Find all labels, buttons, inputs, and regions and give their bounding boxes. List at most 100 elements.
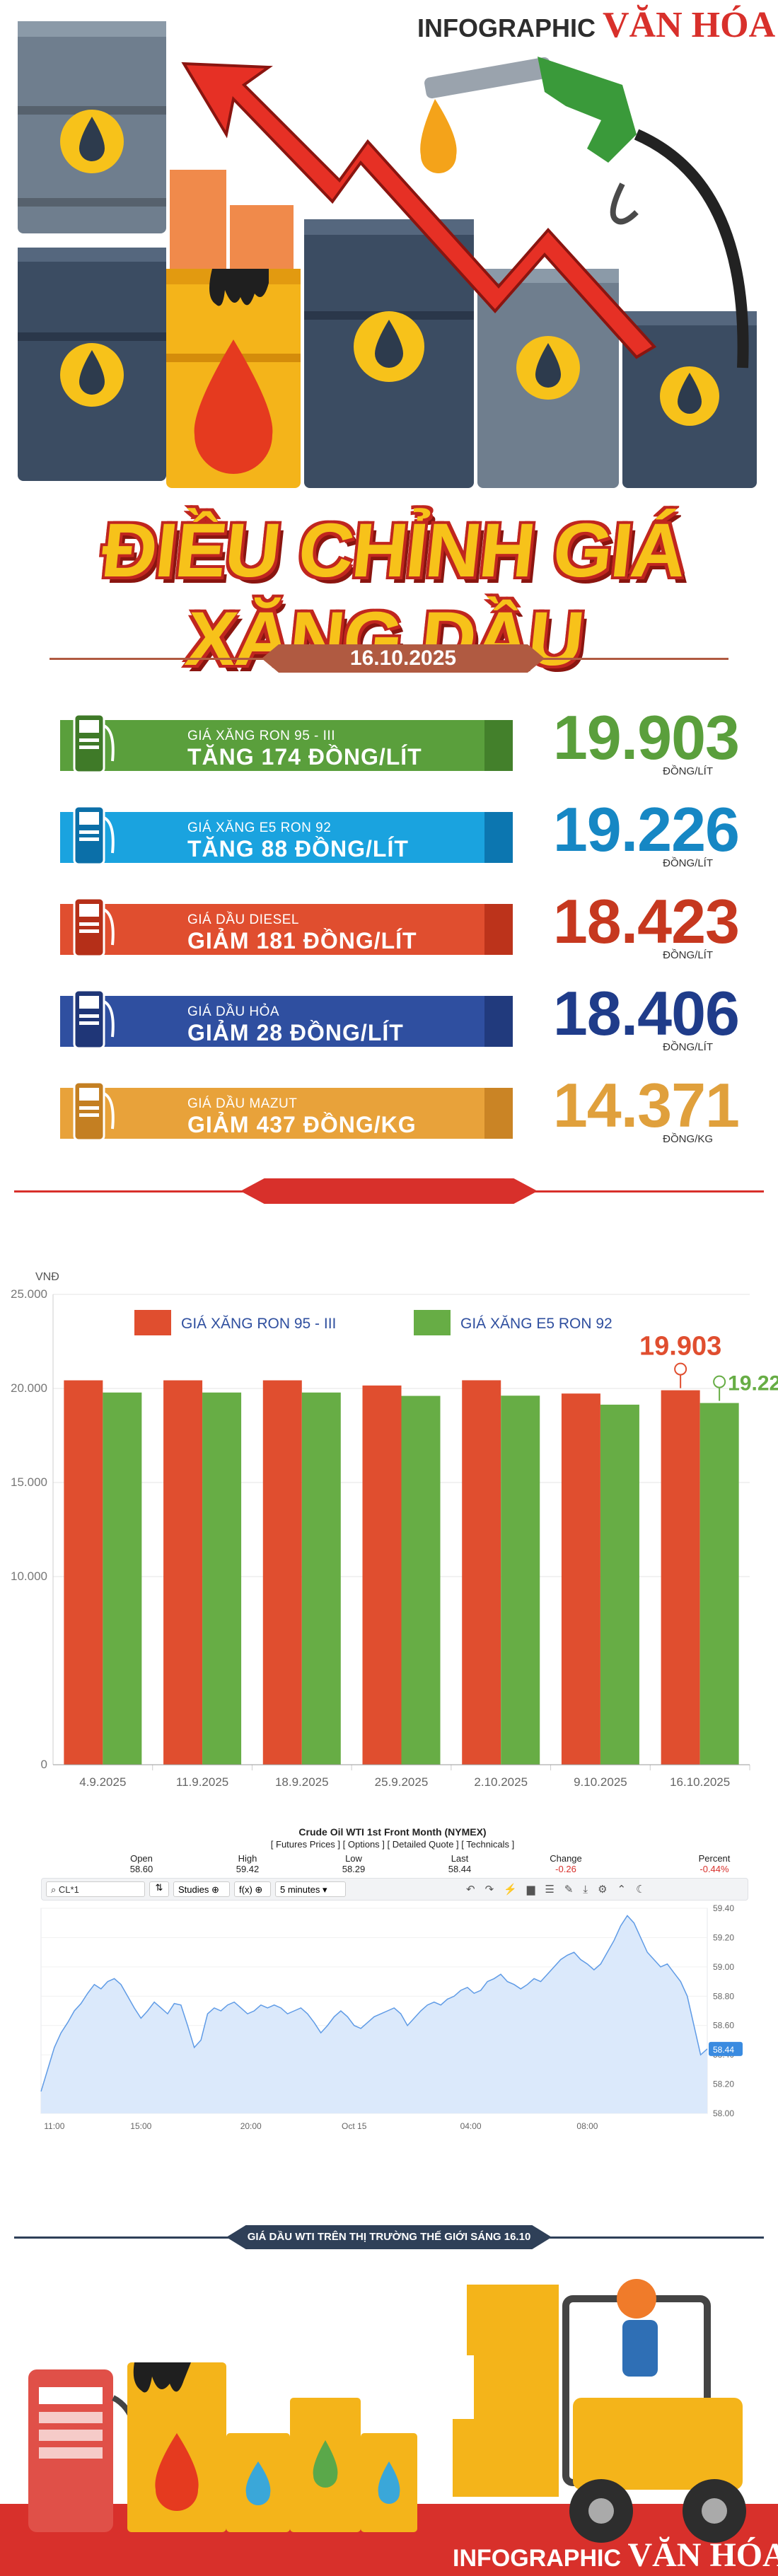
- fuel-type-label: GIÁ XĂNG E5 RON 92: [187, 820, 332, 835]
- price-band: [60, 904, 513, 955]
- price-row: GIÁ XĂNG E5 RON 92 TĂNG 88 ĐỒNG/LÍT: [60, 805, 513, 866]
- y-tick-label: 58.60: [713, 2021, 734, 2031]
- redo-icon[interactable]: ↷: [484, 1884, 504, 1896]
- fuel-pump-icon: [73, 1081, 115, 1142]
- price-unit: ĐỒNG/LÍT: [663, 949, 713, 961]
- price-row: GIÁ DẦU HỎA GIẢM 28 ĐỒNG/LÍT: [60, 989, 513, 1050]
- wti-line: [40, 1915, 708, 2092]
- indicator-icon[interactable]: ☰: [545, 1884, 564, 1896]
- download-icon[interactable]: ⤓: [583, 1884, 598, 1896]
- y-tick-label: 25.000: [11, 1287, 47, 1301]
- wti-stat-label: High: [238, 1853, 257, 1864]
- price-unit: ĐỒNG/KG: [663, 1133, 713, 1145]
- bar[interactable]: [163, 1380, 203, 1765]
- y-tick-label: 59.20: [713, 1932, 734, 1942]
- y-tick-label: 20.000: [11, 1381, 47, 1395]
- collapse-icon[interactable]: ⌃: [617, 1884, 637, 1896]
- wti-area: [41, 1915, 707, 2113]
- wti-stat-value: 58.44: [448, 1864, 472, 1874]
- toolbar-icons: ↶↷⚡▆☰✎⤓⚙⌃☾: [466, 1883, 742, 1897]
- price-band: [60, 720, 513, 771]
- bar[interactable]: [362, 1385, 402, 1765]
- x-tick-label: 2.10.2025: [474, 1775, 528, 1789]
- price-value: 18.423: [552, 886, 740, 956]
- wti-stat-value: -0.44%: [699, 1864, 729, 1874]
- fuel-type-label: GIÁ DẦU MAZUT: [187, 1096, 298, 1111]
- interval-label: 5 minutes: [280, 1884, 320, 1895]
- date-badge: 16.10.2025: [262, 644, 545, 673]
- y-tick-label: 58.20: [713, 2079, 734, 2089]
- wti-stat-value: -0.26: [555, 1864, 576, 1874]
- price-unit: ĐỒNG/LÍT: [663, 1041, 713, 1053]
- y-tick-label: 15.000: [11, 1475, 47, 1489]
- fuel-nozzle-icon: [420, 57, 749, 369]
- chart-type-icon[interactable]: ▆: [526, 1884, 545, 1896]
- x-tick-label: 11.9.2025: [176, 1775, 228, 1789]
- annotation-pin-head: [674, 1362, 687, 1376]
- price-change-label: TĂNG 174 ĐỒNG/LÍT: [187, 744, 422, 770]
- fuel-pump-icon: [73, 713, 115, 774]
- wti-toolbar: ⌕ CL*1 ⇅ Studies ⊕ f(x) ⊕ 5 minutes ▾ ↶↷…: [41, 1878, 748, 1901]
- wti-stat-value: 58.60: [129, 1864, 153, 1874]
- bar[interactable]: [64, 1380, 103, 1765]
- brand-name: VĂN HÓA: [603, 5, 776, 45]
- x-tick-label: 08:00: [576, 2121, 598, 2131]
- bar[interactable]: [103, 1392, 142, 1765]
- x-tick-label: 15:00: [130, 2121, 151, 2131]
- fuel-pump-icon: [73, 897, 115, 958]
- footer-brand-name: VĂN HÓA: [627, 2536, 778, 2574]
- bar[interactable]: [301, 1392, 341, 1765]
- hero-illustration: [14, 21, 764, 630]
- price-band: [60, 996, 513, 1047]
- symbol-search-input[interactable]: ⌕ CL*1: [46, 1881, 145, 1897]
- price-row: GIÁ DẦU DIESEL GIẢM 181 ĐỒNG/LÍT: [60, 897, 513, 958]
- theme-icon[interactable]: ☾: [636, 1884, 656, 1896]
- price-band: [60, 812, 513, 863]
- barrel-yellow: [166, 269, 301, 488]
- price-row: GIÁ DẦU MAZUT GIẢM 437 ĐỒNG/KG: [60, 1081, 513, 1142]
- wti-line-chart[interactable]: 58.0058.2058.4058.6058.8059.0059.2059.40…: [35, 1901, 750, 2150]
- bar[interactable]: [462, 1380, 501, 1765]
- bar[interactable]: [600, 1404, 639, 1765]
- price-band-edge: [484, 720, 513, 771]
- undo-icon[interactable]: ↶: [466, 1884, 485, 1896]
- price-change-label: TĂNG 88 ĐỒNG/LÍT: [187, 836, 409, 861]
- price-value: 19.226: [552, 794, 740, 864]
- barrel-group-left: [127, 2362, 417, 2532]
- studies-button[interactable]: Studies ⊕: [173, 1881, 230, 1897]
- price-unit: ĐỒNG/LÍT: [663, 857, 713, 869]
- legend-swatch: [414, 1310, 451, 1335]
- wti-stat-label: Last: [451, 1853, 469, 1864]
- x-tick-label: 18.9.2025: [275, 1775, 329, 1789]
- symbol-value: CL*1: [58, 1884, 79, 1895]
- barrel-stack-left: [18, 21, 166, 481]
- y-tick-label: 58.80: [713, 1991, 734, 2001]
- x-tick-label: 11:00: [44, 2121, 64, 2131]
- fuel-type-label: GIÁ XĂNG RON 95 - III: [187, 729, 335, 743]
- wti-stat: Open 58.60: [99, 1853, 184, 1874]
- y-tick-label: 0: [41, 1758, 47, 1771]
- compare-button[interactable]: ⇅: [149, 1881, 169, 1897]
- wti-subtitle[interactable]: [ Futures Prices ] [ Options ] [ Detaile…: [270, 1839, 515, 1850]
- interval-select[interactable]: 5 minutes ▾: [275, 1881, 346, 1897]
- bar[interactable]: [501, 1396, 540, 1765]
- wti-caption: GIÁ DẦU WTI TRÊN THỊ TRƯỜNG THẾ GIỚI SÁN…: [247, 2231, 531, 2243]
- legend-swatch: [134, 1310, 171, 1335]
- bar[interactable]: [561, 1393, 600, 1765]
- price-band-edge: [484, 812, 513, 863]
- fx-button[interactable]: f(x) ⊕: [234, 1881, 271, 1897]
- bar[interactable]: [699, 1403, 739, 1765]
- draw-icon[interactable]: ⚡: [504, 1884, 527, 1896]
- bar[interactable]: [262, 1380, 302, 1765]
- bar[interactable]: [661, 1390, 700, 1765]
- y-tick-label: 58.00: [713, 2108, 734, 2118]
- last-price-label: 58.44: [713, 2045, 734, 2055]
- wti-caption-badge: [226, 2225, 552, 2249]
- pencil-icon[interactable]: ✎: [564, 1884, 584, 1896]
- barrel-stack-middle: [304, 219, 757, 488]
- search-icon: ⌕: [51, 1884, 57, 1895]
- bar[interactable]: [401, 1396, 441, 1765]
- x-tick-label: Oct 15: [342, 2121, 367, 2131]
- settings-icon[interactable]: ⚙: [598, 1884, 617, 1896]
- bar[interactable]: [202, 1392, 242, 1765]
